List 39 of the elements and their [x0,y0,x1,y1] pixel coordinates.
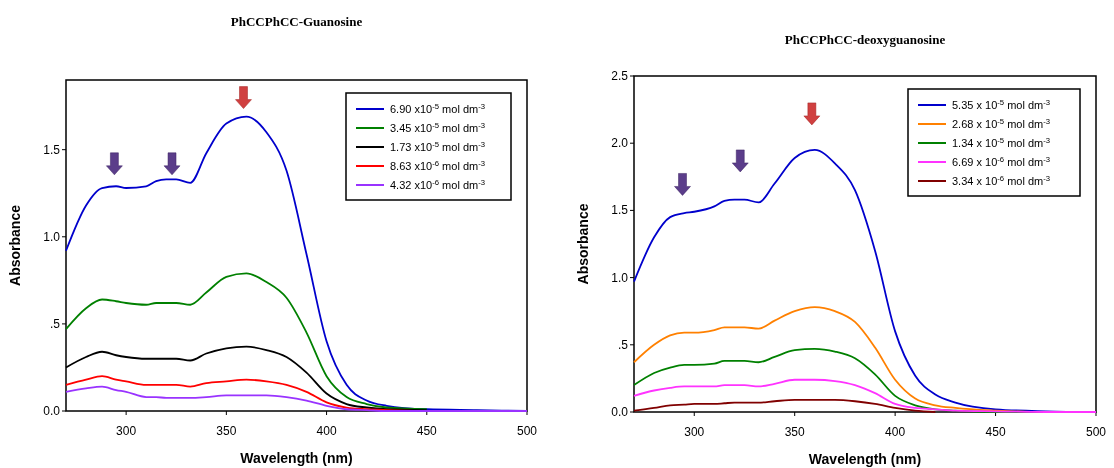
legend-label: 6.69 x 10$^{-6}$ mol dm$^{-3}$ [952,154,1051,168]
legend-label: 4.32 x10$^{-6}$ mol dm$^{-3}$ [390,177,486,191]
x-tick-label: 350 [784,425,806,439]
x-tick-label: 400 [885,425,906,439]
y-tick-label: 0.0 [611,405,629,419]
x-tick-label: 400 [316,424,337,438]
chart-title: PhCCPhCC-deoxyguanosine [784,32,946,47]
x-tick-label: 300 [116,424,137,438]
y-tick-label: 2.5 [611,69,629,83]
x-tick-label: 450 [985,425,1006,439]
legend-label: 1.73 x10$^{-5}$ mol dm$^{-3}$ [390,139,486,153]
line-series [633,378,1097,413]
y-tick-label: 1.0 [611,270,629,285]
x-tick-label: 500 [516,424,538,438]
legend-label: 2.68 x 10$^{-5}$ mol dm$^{-3}$ [952,116,1051,130]
x-tick-label: 300 [684,425,705,439]
x-tick-label: 350 [216,424,237,438]
y-tick-label: 1.5 [43,142,61,157]
y-tick-label: 1.0 [43,229,61,244]
x-tick-label: 500 [1085,425,1107,439]
chart-title: PhCCPhCC-Guanosine [230,14,363,29]
y-tick-label: 2.0 [611,136,629,151]
legend-label: 5.35 x 10$^{-5}$ mol dm$^{-3}$ [952,97,1051,111]
y-tick-label: 1.5 [611,203,629,218]
y-axis-title: Absorbance [7,204,23,286]
line-series [633,399,937,413]
x-axis-title: Wavelength (nm) [808,451,922,467]
legend-label: 8.63 x10$^{-6}$ mol dm$^{-3}$ [390,158,486,172]
y-tick-label: .5 [49,316,61,331]
line-series [65,385,528,412]
x-tick-label: 450 [416,424,438,438]
legend-label: 3.45 x10$^{-5}$ mol dm$^{-3}$ [390,120,486,134]
legend-label: 3.34 x 10$^{-6}$ mol dm$^{-3}$ [952,173,1051,187]
y-tick-label: .5 [617,337,629,352]
y-tick-label: 0.0 [43,404,61,418]
legend-label: 6.90 x10$^{-5}$ mol dm$^{-3}$ [390,101,486,115]
legend-label: 1.34 x 10$^{-5}$ mol dm$^{-3}$ [952,135,1051,149]
x-axis-title: Wavelength (nm) [240,450,353,466]
y-axis-title: Absorbance [575,203,591,285]
